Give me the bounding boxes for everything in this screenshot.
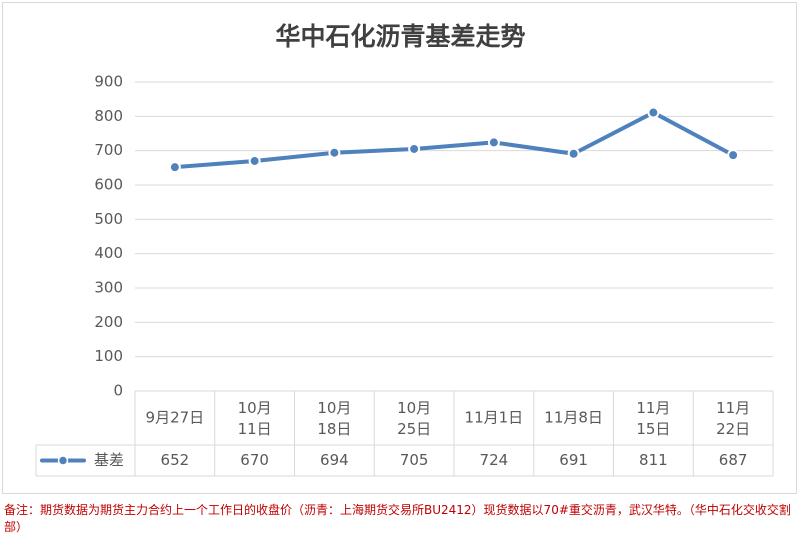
y-tick-label: 800: [94, 107, 123, 125]
line-chart: 0 100 200 300 400 500 600 700 800 900 9月27日 10月 11日 1…: [35, 73, 774, 477]
table-value-cell: 811: [639, 451, 668, 469]
data-point-marker: [408, 142, 421, 155]
table-value-cell: 705: [400, 451, 429, 469]
y-tick-label: 600: [94, 176, 123, 194]
x-category-label: 11月 22日: [716, 399, 750, 438]
data-point-marker: [647, 106, 660, 119]
data-point-marker: [487, 136, 500, 149]
y-tick-label: 200: [94, 313, 123, 331]
y-tick-label: 500: [94, 210, 123, 228]
x-category-label: 11月1日: [465, 409, 524, 427]
x-category-label: 11月 15日: [636, 399, 670, 438]
table-value-cell: 691: [559, 451, 588, 469]
data-point-marker: [168, 161, 181, 174]
y-tick-label: 300: [94, 279, 123, 297]
legend-marker-key: [57, 455, 69, 466]
table-value-cell: 687: [719, 451, 748, 469]
y-tick-label: 0: [113, 382, 123, 400]
footnote: 备注：期货数据为期货主力合约上一个工作日的收盘价（沥青：上海期货交易所BU241…: [4, 503, 791, 534]
x-category-label: 10月 25日: [397, 399, 431, 438]
table-value-cell: 694: [320, 451, 349, 469]
x-category-label: 9月27日: [146, 409, 205, 427]
x-category-label: 11月8日: [544, 409, 603, 427]
y-tick-label: 400: [94, 244, 123, 262]
data-point-marker: [727, 149, 740, 162]
y-tick-label: 700: [94, 141, 123, 159]
chart-title: 华中石化沥青基差走势: [275, 22, 526, 51]
series-line-basis: [172, 110, 736, 170]
y-tick-label: 900: [94, 73, 123, 91]
data-point-marker: [248, 154, 261, 167]
x-category-label: 10月 11日: [238, 399, 272, 438]
y-tick-label: 100: [94, 347, 123, 365]
legend-series-label: 基差: [94, 451, 124, 469]
x-category-label: 10月 18日: [317, 399, 351, 438]
data-point-marker: [328, 146, 341, 159]
table-value-cell: 670: [240, 451, 269, 469]
data-point-marker: [567, 147, 580, 160]
table-value-cell: 652: [161, 451, 190, 469]
table-value-cell: 724: [480, 451, 509, 469]
